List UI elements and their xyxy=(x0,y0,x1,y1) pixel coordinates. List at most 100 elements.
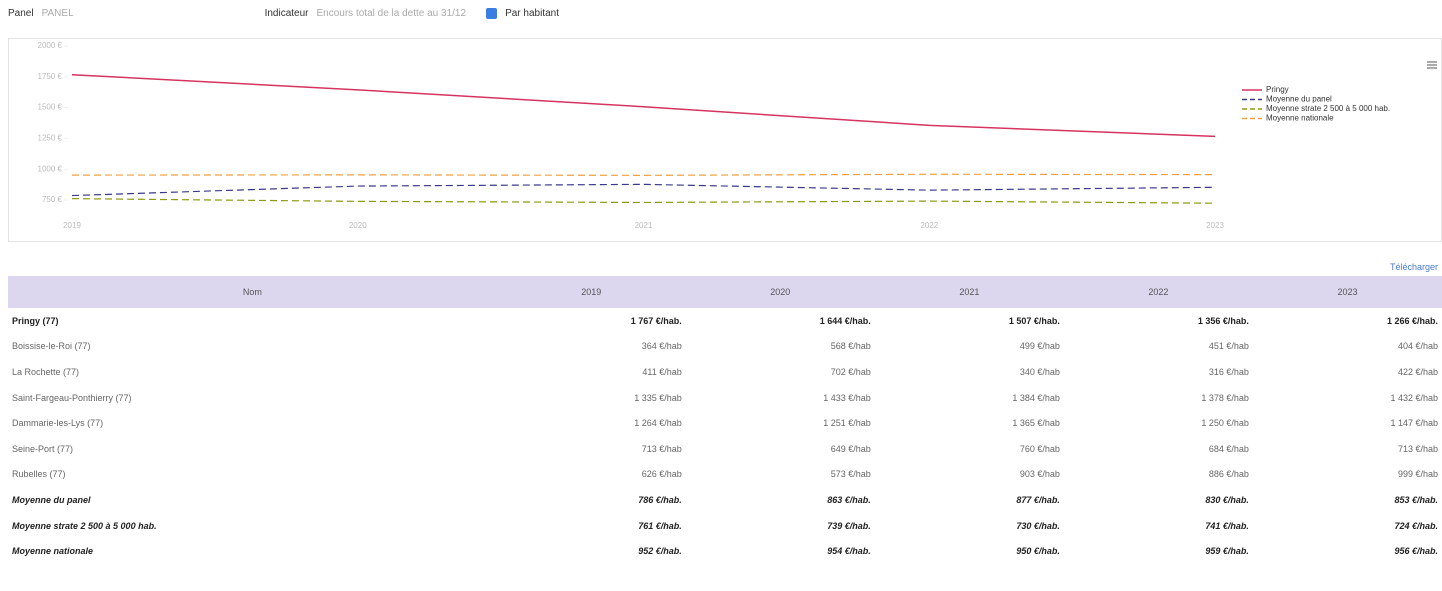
table-cell: 713 €/hab xyxy=(641,443,682,454)
panel-label: Panel xyxy=(8,8,34,19)
table-cell: 451 €/hab xyxy=(1208,341,1249,352)
checkbox[interactable] xyxy=(486,8,498,19)
y-tick-label: 1750 € xyxy=(38,72,63,81)
header-cell: 2020 xyxy=(685,276,875,308)
table-cell: 1 147 €/hab xyxy=(1390,418,1438,429)
legend-label: Moyenne du panel xyxy=(1266,95,1332,104)
table-cell: 877 €/hab. xyxy=(1016,494,1060,505)
indicator-label: Indicateur xyxy=(264,8,309,19)
table-cell: 1 264 €/hab xyxy=(634,418,682,429)
table-cell: 886 €/hab xyxy=(1208,469,1249,480)
table-row: Saint-Fargeau-Ponthierry (77) 1 335 €/hab… xyxy=(8,385,1442,411)
table-cell: 404 €/hab xyxy=(1397,341,1438,352)
table-row: Moyenne du panel 786 €/hab. 863 €/hab. 877 … xyxy=(8,487,1442,513)
y-tick-label: 1000 € xyxy=(38,164,63,173)
x-tick-label: 2022 xyxy=(920,221,938,230)
table-cell: 1 507 €/hab. xyxy=(1008,315,1060,326)
header-cell: 2023 xyxy=(1252,276,1442,308)
table-cell: 1 266 €/hab. xyxy=(1386,315,1438,326)
table-cell: 713 €/hab xyxy=(1397,443,1438,454)
table-cell: 568 €/hab xyxy=(830,341,871,352)
table-cell: 739 €/hab. xyxy=(827,520,871,531)
table-cell: Dammarie-les-Lys (77) xyxy=(12,418,104,429)
table-cell: 1 335 €/hab xyxy=(634,392,682,403)
table-cell: 1 378 €/hab xyxy=(1201,392,1249,403)
table-cell: 1 644 €/hab. xyxy=(819,315,871,326)
legend-label: Moyenne strate 2 500 à 5 000 hab. xyxy=(1266,104,1390,113)
table-cell: 956 €/hab. xyxy=(1394,546,1438,557)
table-cell: 1 251 €/hab xyxy=(823,418,871,429)
table-cell: Pringy (77) xyxy=(12,315,59,326)
table-row: Seine-Port (77) 713 €/hab 649 €/hab 760 €/h… xyxy=(8,436,1442,462)
table-cell: 340 €/hab xyxy=(1019,366,1060,377)
table-cell: 760 €/hab xyxy=(1019,443,1060,454)
table-cell: Moyenne nationale xyxy=(12,546,94,557)
table-cell: Moyenne du panel xyxy=(12,494,91,505)
table-cell: 1 384 €/hab xyxy=(1012,392,1060,403)
table-cell: 999 €/hab xyxy=(1397,469,1438,480)
table-row: Moyenne strate 2 500 à 5 000 hab. 761 €/h… xyxy=(8,513,1442,539)
x-tick-label: 2023 xyxy=(1206,221,1224,230)
table-cell: 903 €/hab xyxy=(1019,469,1060,480)
table-cell: La Rochette (77) xyxy=(12,366,80,377)
table-cell: Saint-Fargeau-Ponthierry (77) xyxy=(12,392,132,403)
table-cell: 741 €/hab. xyxy=(1205,520,1249,531)
controls: Panel PANEL Indicateur Encours total de … xyxy=(8,8,567,19)
indicator-select[interactable]: Encours total de la dette au 31/12 xyxy=(316,8,467,19)
table-cell: 316 €/hab xyxy=(1208,366,1249,377)
table-cell: 863 €/hab. xyxy=(827,494,871,505)
table-row: La Rochette (77) 411 €/hab 702 €/hab 340 €/… xyxy=(8,359,1442,385)
checkbox-label[interactable]: Par habitant xyxy=(505,8,559,19)
legend-label: Moyenne nationale xyxy=(1266,114,1334,123)
chart: 750 € 1000 € 1250 € 1500 € 1750 € 2000 € 2019 2… xyxy=(8,38,1442,242)
table-row: Pringy (77) 1 767 €/hab. 1 644 €/hab. 1 507… xyxy=(8,308,1442,334)
table-cell: 952 €/hab. xyxy=(638,546,682,557)
chart-frame xyxy=(8,38,1442,242)
table-cell: 786 €/hab. xyxy=(638,494,682,505)
table-cell: 626 €/hab xyxy=(641,469,682,480)
series-line xyxy=(71,173,1216,176)
table-cell: 853 €/hab. xyxy=(1394,494,1438,505)
table-cell: 702 €/hab xyxy=(830,366,871,377)
table-cell: 499 €/hab xyxy=(1019,341,1060,352)
y-tick-label: 750 € xyxy=(42,195,63,204)
table-cell: Seine-Port (77) xyxy=(12,443,74,454)
table-cell: 730 €/hab. xyxy=(1016,520,1060,531)
header-cell: 2021 xyxy=(874,276,1064,308)
table-cell: 1 365 €/hab xyxy=(1012,418,1060,429)
download-link[interactable]: Télécharger xyxy=(1389,262,1438,272)
menu-icon[interactable] xyxy=(1427,61,1437,69)
table-cell: 411 €/hab xyxy=(642,366,682,377)
table-cell: Boissise-le-Roi (77) xyxy=(12,341,91,352)
table-cell: 1 767 €/hab. xyxy=(630,315,682,326)
table-cell: 422 €/hab xyxy=(1397,366,1438,377)
table-cell: 830 €/hab. xyxy=(1205,494,1249,505)
table-cell: 684 €/hab xyxy=(1208,443,1249,454)
table-cell: 1 250 €/hab xyxy=(1201,418,1249,429)
panel-select[interactable]: PANEL xyxy=(41,8,74,19)
header-cell: 2019 xyxy=(496,276,686,308)
x-tick-label: 2021 xyxy=(635,221,653,230)
table-row: Rubelles (77) 626 €/hab 573 €/hab 903 €/hab… xyxy=(8,462,1442,488)
table-cell: 724 €/hab. xyxy=(1394,520,1438,531)
table-cell: 761 €/hab. xyxy=(638,520,682,531)
table-cell: 573 €/hab xyxy=(830,469,871,480)
table-cell: 1 432 €/hab xyxy=(1390,392,1438,403)
table-cell: 959 €/hab. xyxy=(1205,546,1249,557)
header-row: Nom 2019 2020 2021 2022 2023 xyxy=(8,276,1442,308)
table-row: Boissise-le-Roi (77) 364 €/hab 568 €/hab 49… xyxy=(8,334,1442,360)
header-cell: 2022 xyxy=(1063,276,1253,308)
table-cell: 954 €/hab. xyxy=(827,546,871,557)
table-row: Moyenne nationale 952 €/hab. 954 €/hab. 950… xyxy=(8,538,1442,564)
header-cell: Nom xyxy=(8,276,497,308)
data-table: Nom 2019 2020 2021 2022 2023 Pringy (77) 1 767 … xyxy=(8,276,1442,564)
table-cell: 649 €/hab xyxy=(830,443,871,454)
y-tick-label: 1500 € xyxy=(38,103,63,112)
legend-label: Pringy xyxy=(1266,85,1289,94)
series-line xyxy=(71,73,1216,138)
series-line xyxy=(71,198,1216,204)
table-cell: 364 €/hab xyxy=(641,341,682,352)
table-cell: 950 €/hab. xyxy=(1016,546,1060,557)
series-line xyxy=(71,183,1216,197)
